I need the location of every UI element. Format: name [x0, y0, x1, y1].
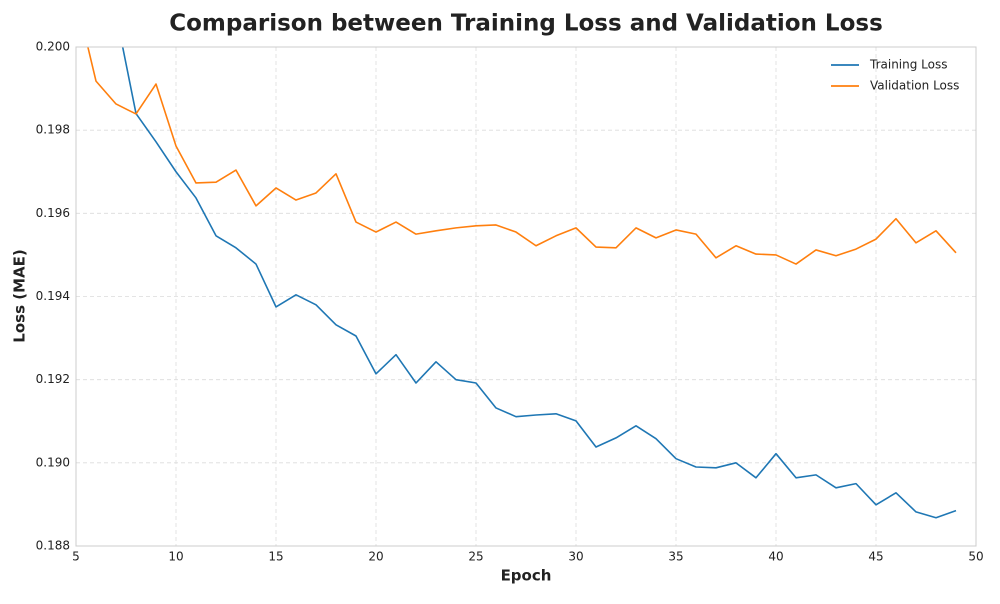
y-tick-label: 0.188 [36, 539, 70, 553]
x-tick-label: 10 [168, 550, 183, 564]
x-tick-label: 45 [868, 550, 883, 564]
legend: Training Loss Validation Loss [831, 58, 959, 93]
y-tick-label: 0.200 [36, 40, 70, 54]
line-series [121, 47, 957, 519]
x-tick-label: 35 [668, 550, 683, 564]
x-tick-label: 40 [768, 550, 783, 564]
x-tick-label: 30 [568, 550, 583, 564]
plot-frame [75, 46, 977, 547]
x-tick-label: 20 [368, 550, 383, 564]
y-tick-label: 0.192 [36, 372, 70, 386]
grid [75, 46, 977, 547]
y-tick-label: 0.198 [36, 123, 70, 137]
plot-area [87, 47, 957, 519]
x-tick-label: 25 [468, 550, 483, 564]
y-tick-label: 0.190 [36, 455, 70, 469]
legend-label: Validation Loss [870, 79, 959, 93]
x-axis-label: Epoch [501, 567, 552, 585]
y-tick-label: 0.194 [36, 289, 70, 303]
legend-label: Training Loss [869, 58, 947, 72]
y-axis-label: Loss (MAE) [11, 249, 29, 342]
x-tick-label: 50 [968, 550, 983, 564]
line-series [87, 47, 957, 265]
chart-title: Comparison between Training Loss and Val… [169, 11, 883, 37]
y-tick-label: 0.196 [36, 206, 70, 220]
x-tick-label: 15 [268, 550, 283, 564]
x-tick-label: 5 [72, 550, 80, 564]
